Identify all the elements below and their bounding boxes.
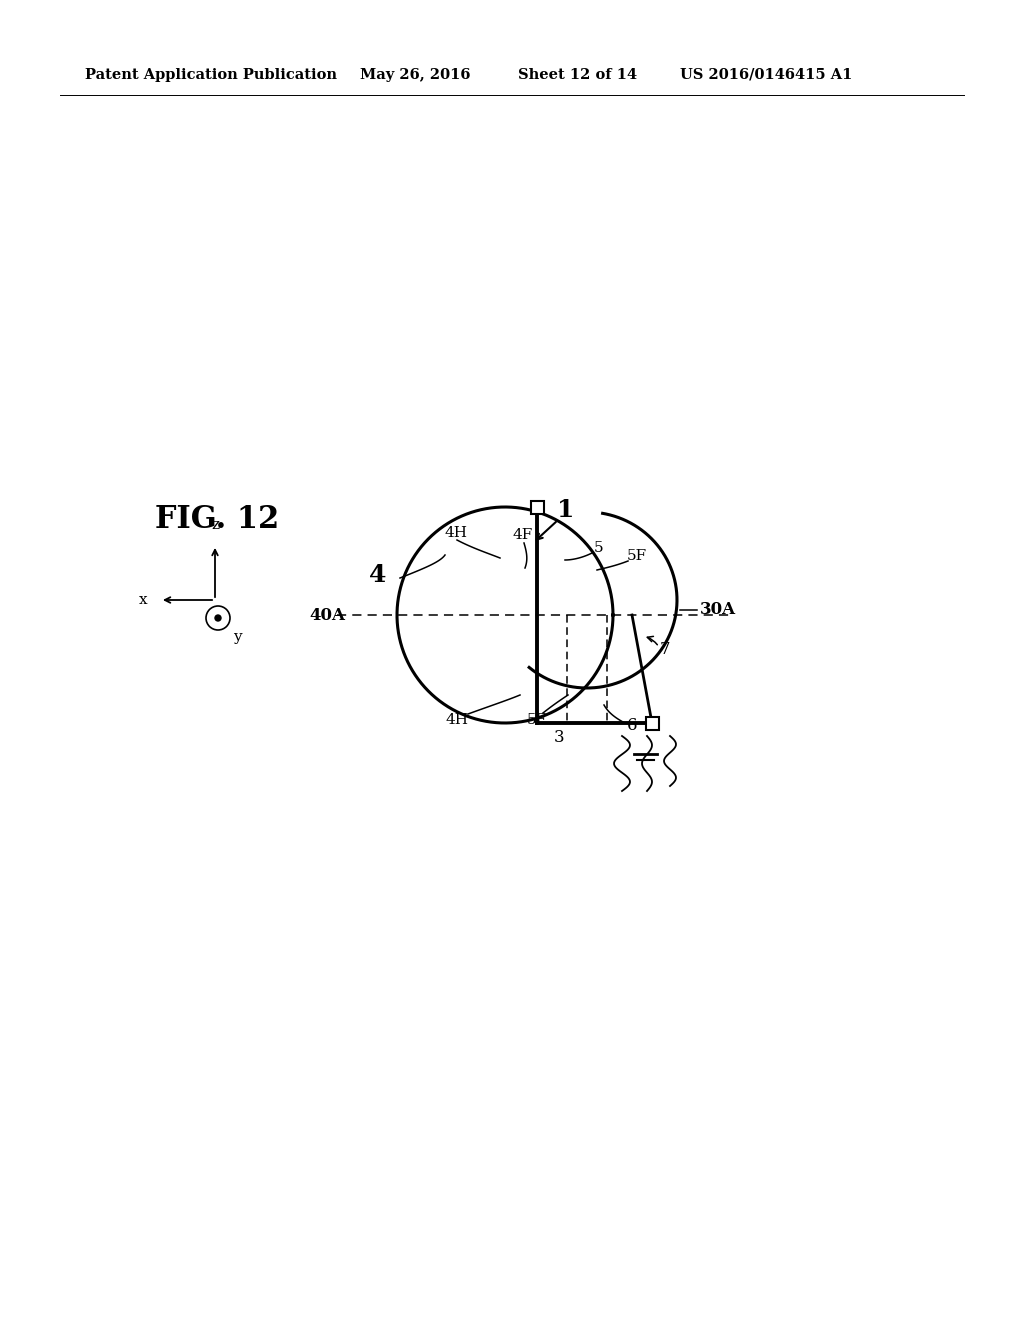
- Text: 4: 4: [370, 564, 387, 587]
- Text: US 2016/0146415 A1: US 2016/0146415 A1: [680, 69, 852, 82]
- Bar: [530, 500, 544, 513]
- Text: 5F: 5F: [527, 713, 547, 727]
- Text: z: z: [211, 517, 219, 532]
- Text: 5F: 5F: [627, 549, 647, 564]
- Text: 6: 6: [627, 718, 637, 734]
- Text: 40A: 40A: [309, 606, 345, 623]
- Text: 3: 3: [554, 730, 564, 747]
- Text: 4F: 4F: [513, 528, 534, 543]
- Text: x: x: [138, 593, 147, 607]
- Text: 1: 1: [557, 498, 574, 521]
- Text: 4H: 4H: [445, 713, 469, 727]
- Text: May 26, 2016: May 26, 2016: [360, 69, 470, 82]
- Text: Sheet 12 of 14: Sheet 12 of 14: [518, 69, 637, 82]
- Text: 4H: 4H: [444, 525, 468, 540]
- Text: FIG. 12: FIG. 12: [155, 504, 280, 536]
- Text: 7: 7: [659, 642, 671, 659]
- Bar: [645, 717, 658, 730]
- Text: y: y: [232, 630, 242, 644]
- Text: 5: 5: [594, 541, 604, 554]
- Text: Patent Application Publication: Patent Application Publication: [85, 69, 337, 82]
- Circle shape: [215, 615, 221, 620]
- Text: 30A: 30A: [700, 602, 736, 619]
